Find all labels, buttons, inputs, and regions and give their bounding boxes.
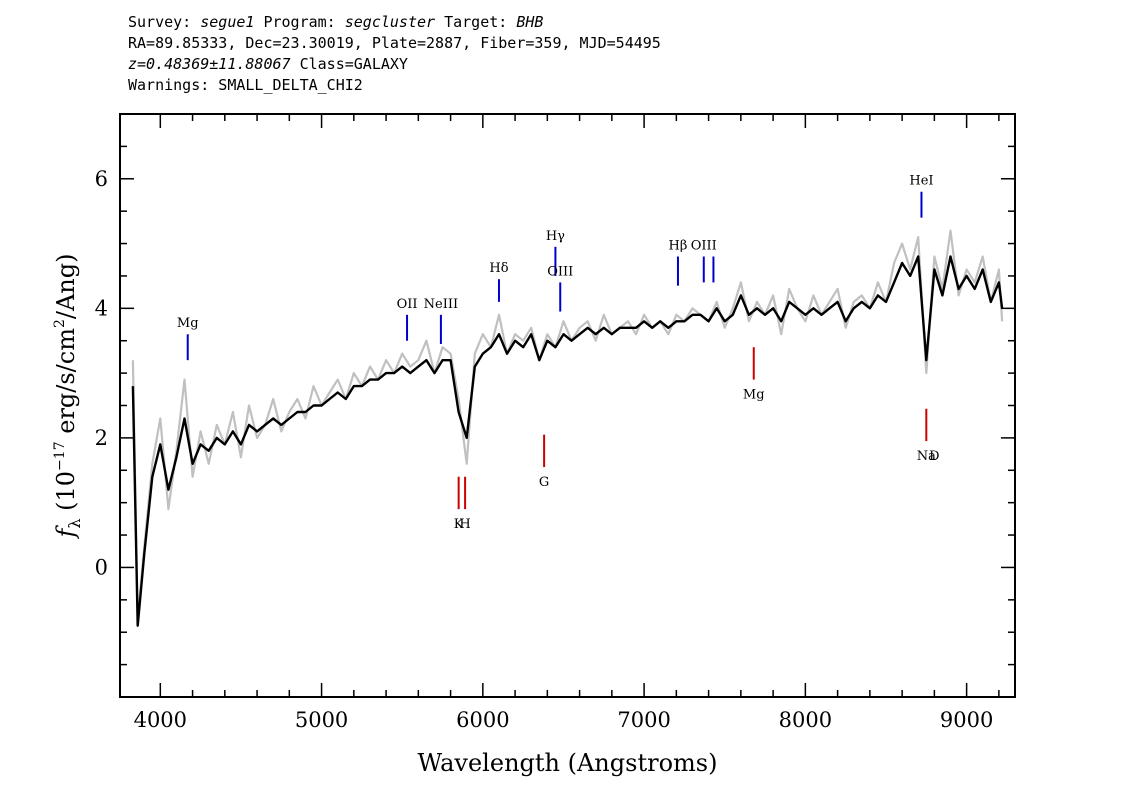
absorption-line-label: G (539, 475, 549, 490)
x-tick-label: 9000 (940, 708, 993, 732)
header-line-1: Survey: segue1 Program: segcluster Targe… (128, 12, 661, 33)
emission-line-label: NeIII (424, 297, 458, 312)
target-value: BHB (516, 13, 544, 31)
y-tick-label: 2 (95, 426, 108, 450)
x-tick-label: 7000 (617, 708, 670, 732)
survey-value: segue1 (200, 13, 255, 31)
class-value: Class=GALAXY (299, 55, 408, 73)
y-axis-title-part: 2 (52, 319, 68, 328)
y-axis-title-part: −17 (52, 441, 68, 471)
emission-line-label: Mg (177, 316, 199, 331)
x-tick-label: 5000 (295, 708, 348, 732)
y-axis-title: fλ (10−17 erg/s/cm2/Ang) (52, 254, 84, 540)
y-axis-title-part: λ (65, 518, 84, 528)
spectrum-smoothed-line (131, 255, 1004, 627)
absorption-line-label: Na (917, 449, 936, 464)
plot-frame (119, 113, 1016, 698)
x-axis-title: Wavelength (Angstroms) (418, 749, 718, 777)
y-axis-title-part: (10 (52, 471, 80, 519)
y-tick-label: 0 (95, 555, 108, 579)
emission-line-label: Hβ (669, 239, 688, 254)
target-label: Target: (444, 13, 508, 31)
ticks-layer: 4000 5000 6000 7000 8000 9000 0 2 4 6 (95, 114, 1015, 732)
y-axis-title-part: erg/s/cm (52, 328, 80, 442)
y-axis-title-part: /Ang) (52, 254, 80, 320)
emission-line-label: Hδ (489, 261, 508, 276)
header-line-4: Warnings: SMALL_DELTA_CHI2 (128, 76, 363, 94)
series-layer (131, 229, 1004, 627)
emission-line-label: HeI (909, 174, 933, 189)
program-label: Program: (263, 13, 336, 31)
x-tick-label: 4000 (134, 708, 187, 732)
header-line-3: z=0.48369±11.88067 Class=GALAXY (128, 54, 661, 75)
spectrum-noisy-line (131, 229, 1004, 621)
absorption-line-label: Mg (743, 388, 765, 403)
emission-line-label: OIII (547, 264, 573, 279)
emission-line-label: Hγ (546, 229, 565, 244)
emission-line-label: OIII (691, 239, 717, 254)
program-value: segcluster (344, 13, 436, 31)
x-tick-label: 8000 (779, 708, 832, 732)
survey-label: Survey: (128, 13, 192, 31)
absorption-line-label: H (459, 517, 470, 532)
absorption-line-label: D (929, 449, 939, 464)
x-tick-label: 6000 (456, 708, 509, 732)
y-tick-label: 6 (95, 167, 108, 191)
absorption-line-label: K (454, 517, 464, 532)
header-line-2: RA=89.85333, Dec=23.30019, Plate=2887, F… (128, 34, 661, 52)
redshift-value: z=0.48369±11.88067 (128, 55, 291, 73)
y-tick-label: 4 (95, 296, 108, 320)
emission-line-label: OII (397, 297, 418, 312)
spectrum-header: Survey: segue1 Program: segcluster Targe… (128, 12, 661, 96)
